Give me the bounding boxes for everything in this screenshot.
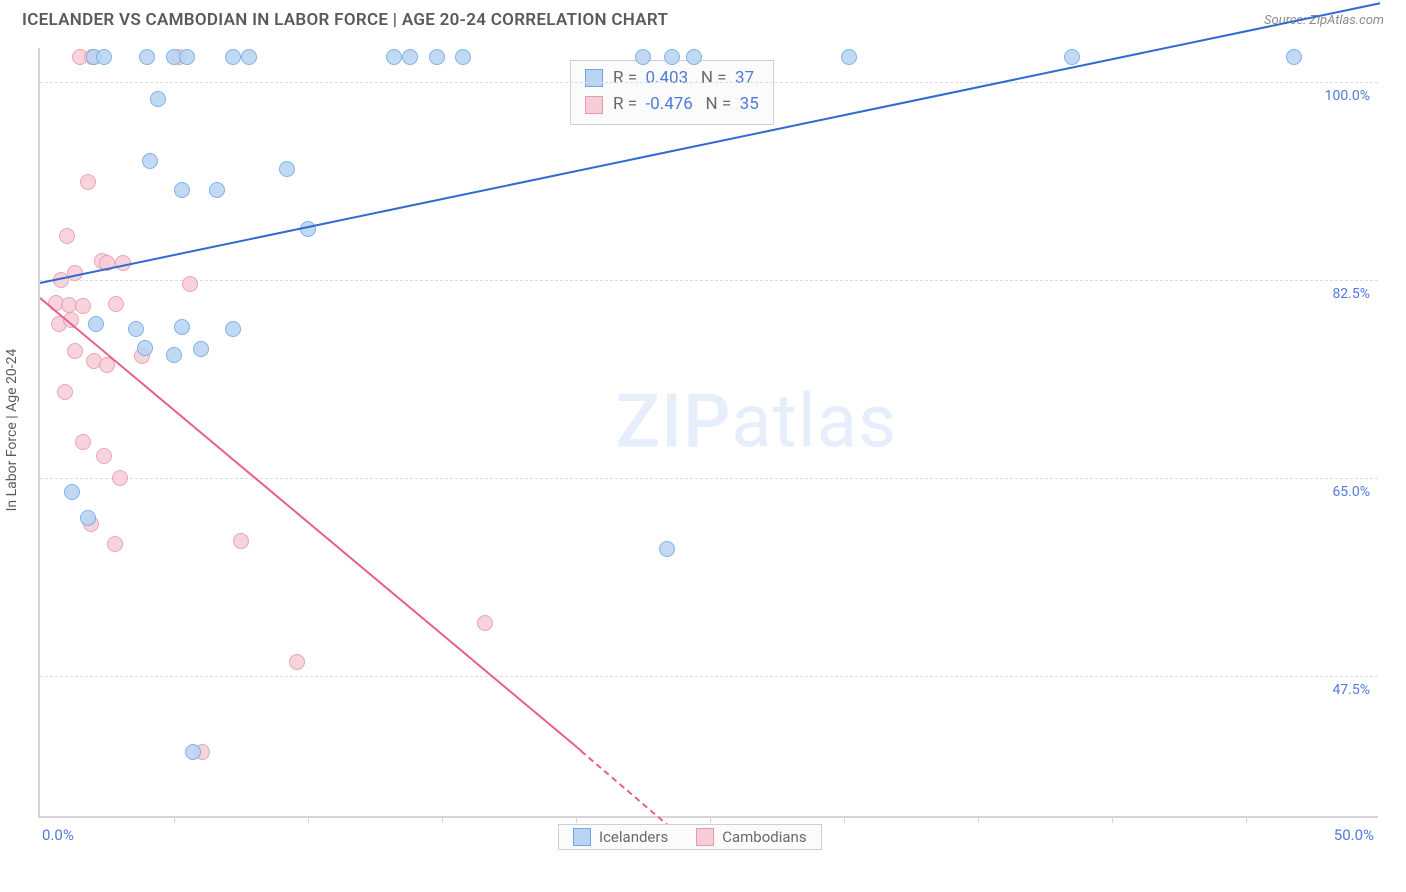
trend-line	[39, 297, 582, 751]
icelander-point	[150, 91, 166, 107]
icelander-point	[225, 49, 241, 65]
icelanders-label: Icelanders	[599, 828, 668, 846]
cambodian-point	[477, 615, 493, 631]
icelander-point	[241, 49, 257, 65]
trend-line	[40, 3, 1380, 285]
icelander-point	[279, 161, 295, 177]
plot-area: ZIPatlas R = 0.403 N = 37R = -0.476 N = …	[38, 48, 1378, 818]
icelander-point	[80, 510, 96, 526]
cambodian-point	[182, 276, 198, 292]
gridline	[40, 478, 1378, 479]
icelander-point	[139, 49, 155, 65]
x-tick	[1246, 816, 1247, 823]
icelander-point	[96, 49, 112, 65]
cambodian-point	[108, 296, 124, 312]
series-legend: Icelanders Cambodians	[558, 824, 822, 850]
icelander-point	[174, 319, 190, 335]
icelander-point	[1286, 49, 1302, 65]
x-tick	[710, 816, 711, 823]
icelander-point	[225, 321, 241, 337]
cambodian-point	[96, 448, 112, 464]
cambodians-label: Cambodians	[722, 828, 806, 846]
blue-swatch	[585, 69, 603, 87]
cambodian-point	[289, 654, 305, 670]
cambodians-swatch	[696, 828, 714, 846]
icelander-point	[686, 49, 702, 65]
cambodian-point	[75, 298, 91, 314]
icelander-point	[841, 49, 857, 65]
x-tick	[308, 816, 309, 823]
icelander-point	[664, 49, 680, 65]
x-axis-max-label: 50.0%	[1334, 826, 1374, 844]
icelander-point	[659, 541, 675, 557]
cambodian-point	[67, 343, 83, 359]
icelander-point	[128, 321, 144, 337]
icelander-point	[185, 744, 201, 760]
y-tick-label: 100.0%	[1325, 88, 1370, 104]
icelander-point	[64, 484, 80, 500]
cambodian-point	[80, 174, 96, 190]
icelander-point	[88, 316, 104, 332]
icelander-point	[137, 340, 153, 356]
x-axis-labels: 0.0% 50.0% Icelanders Cambodians	[38, 826, 1378, 856]
icelander-point	[402, 49, 418, 65]
y-tick-label: 47.5%	[1332, 682, 1370, 698]
icelander-point	[455, 49, 471, 65]
gridline	[40, 676, 1378, 677]
cambodian-point	[75, 434, 91, 450]
gridline	[40, 280, 1378, 281]
icelander-point	[429, 49, 445, 65]
icelanders-swatch	[573, 828, 591, 846]
icelander-point	[386, 49, 402, 65]
x-tick	[442, 816, 443, 823]
x-tick	[844, 816, 845, 823]
icelander-point	[179, 49, 195, 65]
y-axis-title: In Labor Force | Age 20-24	[4, 349, 20, 512]
y-tick-label: 82.5%	[1332, 286, 1370, 302]
cambodian-point	[107, 536, 123, 552]
correlation-legend: R = 0.403 N = 37R = -0.476 N = 35	[570, 60, 774, 125]
gridline	[40, 82, 1378, 83]
icelander-point	[142, 153, 158, 169]
cambodian-point	[59, 228, 75, 244]
icelander-point	[174, 182, 190, 198]
x-tick	[576, 816, 577, 823]
x-axis-min-label: 0.0%	[42, 826, 74, 844]
watermark: ZIPatlas	[616, 378, 898, 465]
x-tick	[1112, 816, 1113, 823]
icelander-point	[635, 49, 651, 65]
icelander-point	[209, 182, 225, 198]
cambodian-point	[112, 470, 128, 486]
x-tick	[174, 816, 175, 823]
icelander-point	[1064, 49, 1080, 65]
y-tick-label: 65.0%	[1332, 484, 1370, 500]
pink-swatch	[585, 96, 603, 114]
icelander-point	[193, 341, 209, 357]
x-tick	[978, 816, 979, 823]
chart-title: ICELANDER VS CAMBODIAN IN LABOR FORCE | …	[22, 10, 668, 30]
icelander-point	[166, 347, 182, 363]
cambodian-point	[57, 384, 73, 400]
cambodian-point	[233, 533, 249, 549]
